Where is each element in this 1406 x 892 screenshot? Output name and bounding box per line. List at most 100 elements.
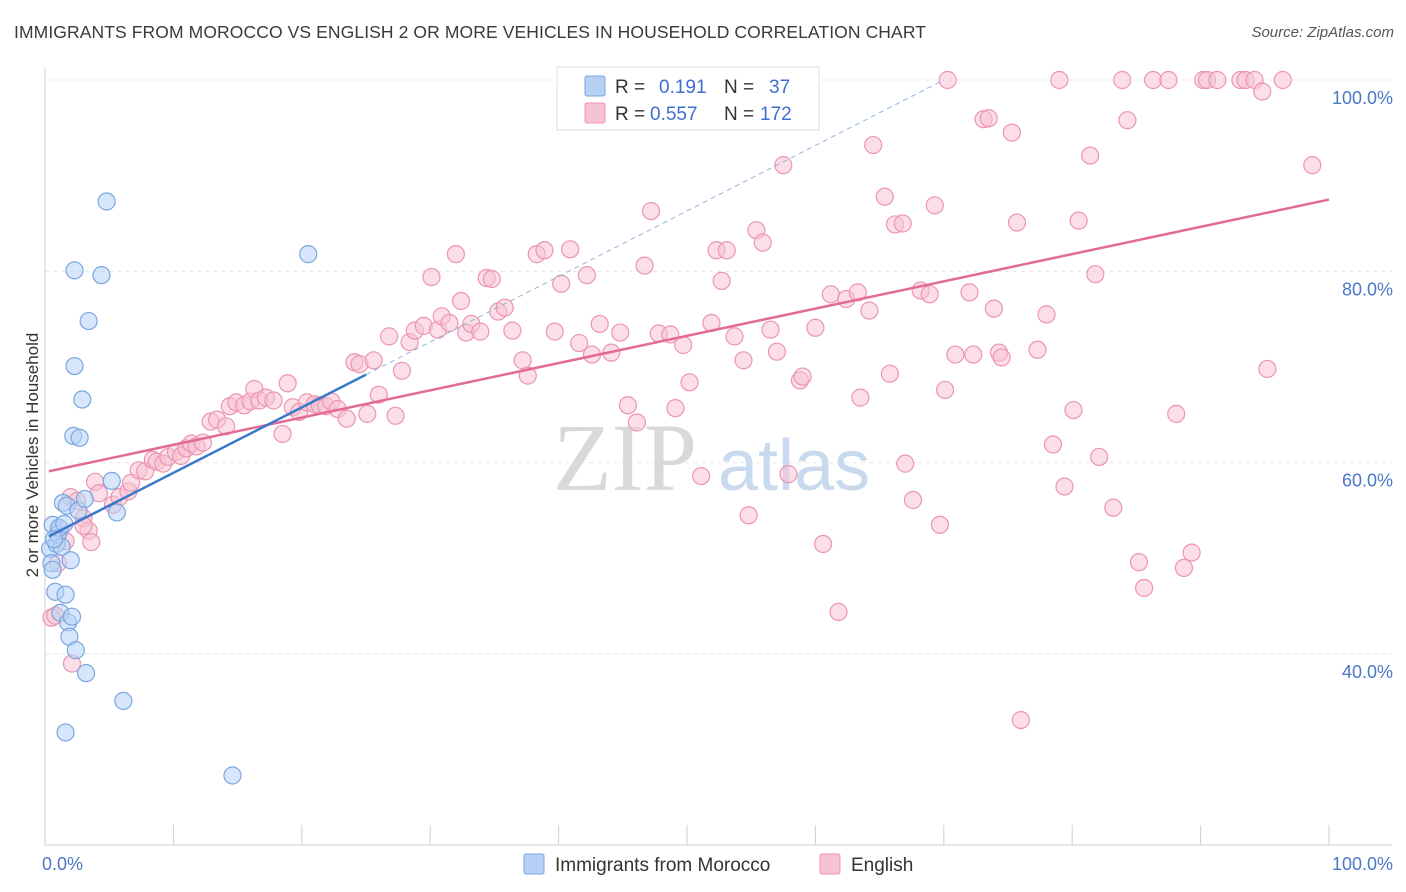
english-point-9 [82,532,101,552]
morocco-point-24 [70,428,89,447]
english-point-127 [903,490,923,510]
english-point-131 [930,515,950,534]
english-point-88 [618,396,638,415]
english-point-146 [1037,305,1056,324]
morocco-point-31 [102,471,121,490]
legend-n-value-morocco: 37 [769,77,790,98]
english-point-138 [979,109,998,128]
morocco-point-18 [62,607,82,626]
legend-r-value-english: 0.557 [650,104,698,125]
legend-bottom: Immigrants from Morocco English [523,853,913,876]
english-point-52 [358,404,377,423]
english-point-85 [590,314,609,334]
watermark: ZIP atlas [553,404,870,511]
english-point-115 [821,285,840,304]
morocco-point-20 [65,356,84,376]
legend-bottom-swatch-morocco [523,853,545,875]
legend-n-label-morocco: N = [724,77,754,98]
english-point-97 [692,466,711,486]
english-point-162 [1167,404,1186,423]
morocco-point-33 [114,691,133,710]
english-point-120 [860,301,879,320]
english-point-82 [570,333,589,353]
english-point-135 [960,283,979,302]
english-point-109 [774,156,793,175]
english-point-65 [446,245,465,264]
english-point-173 [1273,70,1292,90]
english-point-39 [273,424,292,444]
morocco-point-13 [56,723,75,742]
english-point-167 [1208,70,1227,90]
english-point-144 [1011,710,1030,730]
legend-n-value-english: 172 [760,104,792,125]
english-point-126 [896,454,915,473]
morocco-point-21 [65,261,84,280]
english-point-114 [814,534,833,554]
english-point-71 [482,269,501,289]
y-tick-label-3: 100.0% [1332,88,1393,108]
english-point-119 [851,388,870,407]
english-point-53 [364,351,383,370]
morocco-trend-extension [365,79,945,376]
english-point-158 [1129,553,1149,572]
english-point-113 [806,318,825,337]
legend-r-value-morocco: 0.191 [659,77,707,98]
english-point-49 [337,409,356,428]
english-point-61 [422,267,441,287]
english-point-112 [793,367,812,386]
english-point-155 [1104,498,1123,517]
english-point-160 [1143,70,1163,90]
english-point-79 [545,322,564,341]
english-point-172 [1258,359,1277,379]
morocco-point-27 [76,664,96,683]
english-point-156 [1113,70,1132,90]
tick-labels: 40.0% 60.0% 80.0% 100.0% 0.0% 100.0% [42,88,1393,874]
english-point-74 [503,321,522,340]
english-point-81 [561,240,580,259]
morocco-point-25 [73,390,92,409]
morocco-point-35 [299,245,318,264]
english-point-147 [1043,435,1063,454]
morocco-point-28 [79,311,98,331]
english-point-110 [779,465,798,484]
morocco-point-3 [43,560,62,579]
english-point-125 [893,214,912,233]
english-point-106 [753,233,772,252]
morocco-point-17 [61,551,80,570]
morocco-point-34 [223,766,242,785]
english-point-104 [739,506,758,525]
morocco-points [41,192,318,785]
english-point-164 [1182,543,1201,562]
english-point-139 [984,299,1003,318]
english-point-154 [1090,447,1109,467]
legend-top: R = 0.191 N = 37 R = 0.557 N = 172 [556,66,820,131]
english-point-100 [712,271,731,290]
english-point-133 [938,70,957,90]
y-tick-label-2: 80.0% [1342,279,1393,299]
watermark-zip: ZIP [553,404,697,511]
source-credit: Source: ZipAtlas.com [1251,24,1394,41]
english-point-66 [451,291,471,311]
legend-r-label-english: R = [615,104,645,125]
english-point-69 [471,322,490,341]
english-point-142 [1002,123,1021,142]
english-point-54 [369,385,388,404]
watermark-atlas: atlas [718,426,870,506]
english-point-73 [495,298,514,317]
english-point-163 [1174,558,1194,578]
legend-r-label-morocco: R = [615,77,645,98]
english-point-136 [964,345,983,364]
legend-swatch-morocco [584,75,606,97]
english-point-57 [392,361,412,380]
english-point-132 [935,380,955,400]
english-point-108 [767,342,786,361]
english-point-153 [1086,265,1105,284]
english-point-134 [946,345,965,364]
morocco-point-29 [92,266,111,285]
legend-bottom-swatch-english [819,853,841,875]
morocco-trend-line [48,373,367,538]
english-point-55 [380,327,399,346]
english-point-123 [880,364,899,383]
english-point-150 [1064,400,1083,420]
